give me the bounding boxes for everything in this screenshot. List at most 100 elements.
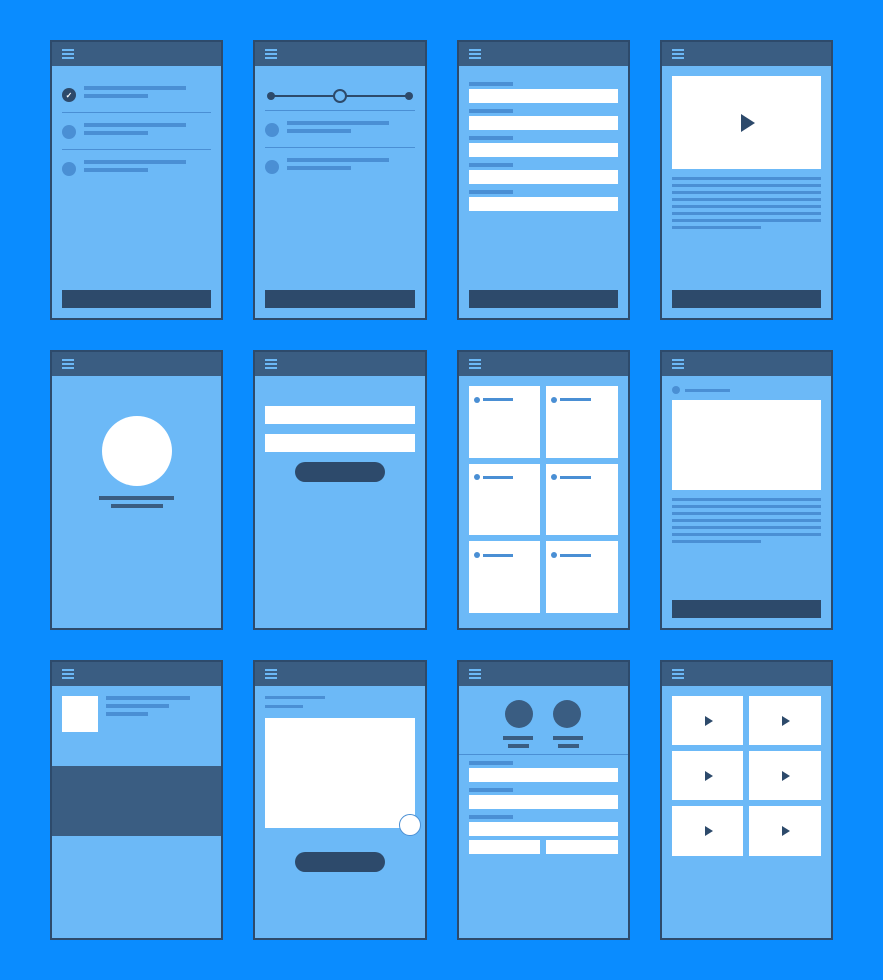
text-input[interactable] [469,89,618,103]
text-input[interactable] [469,822,618,836]
menu-icon[interactable] [672,49,684,59]
form-body [459,66,628,290]
avatar[interactable] [102,416,172,486]
compose-body [255,686,424,938]
list-item[interactable] [62,76,211,113]
card-title [560,476,591,479]
play-icon [782,716,790,726]
stats-body [459,686,628,938]
post-image[interactable] [672,400,821,490]
bullet-icon [265,123,279,137]
submit-button[interactable] [469,290,618,308]
text-input[interactable] [546,840,618,854]
screen-profile [50,350,223,630]
menu-icon[interactable] [672,669,684,679]
item-text [84,86,211,102]
menu-icon[interactable] [469,359,481,369]
card-grid [469,386,618,613]
article-text [672,177,821,229]
item-text [84,123,211,139]
password-input[interactable] [265,434,414,452]
menu-icon[interactable] [469,49,481,59]
post-body [662,376,831,600]
profile-thumbnail[interactable] [62,696,98,732]
progress-slider[interactable] [265,86,414,106]
stat-circle[interactable] [505,700,533,728]
list-item[interactable] [62,150,211,186]
cards-body [459,376,628,623]
video-thumbnail[interactable] [749,806,821,855]
footer-button[interactable] [62,290,211,308]
author-avatar-icon [672,386,680,394]
card-avatar-icon [551,397,557,403]
slider-stop [267,92,275,100]
menu-icon[interactable] [265,669,277,679]
item-text [287,121,414,137]
text-input[interactable] [469,170,618,184]
footer-button[interactable] [672,600,821,618]
menu-icon[interactable] [62,359,74,369]
list-item[interactable] [62,113,211,150]
card-title [483,476,514,479]
menu-icon[interactable] [265,49,277,59]
post-button[interactable] [295,852,385,872]
check-icon[interactable] [62,88,76,102]
add-fab-icon[interactable] [399,814,421,836]
field-label [469,109,514,113]
card-avatar-icon [474,552,480,558]
username-input[interactable] [265,406,414,424]
header [255,42,424,66]
menu-icon[interactable] [265,359,277,369]
play-icon [782,826,790,836]
text-input[interactable] [469,840,541,854]
bullet-icon[interactable] [62,125,76,139]
field-label [469,761,514,765]
screen-video-grid [660,660,833,940]
text-input[interactable] [469,116,618,130]
menu-icon[interactable] [62,49,74,59]
list-item[interactable] [265,148,414,184]
text-input[interactable] [469,768,618,782]
post-author[interactable] [672,386,821,394]
login-button[interactable] [295,462,385,482]
play-icon [782,771,790,781]
card[interactable] [546,386,618,458]
video-grid [672,696,821,856]
card[interactable] [469,541,541,613]
card-avatar-icon [551,474,557,480]
video-thumbnail[interactable] [672,806,744,855]
header [459,42,628,66]
list-item[interactable] [265,110,414,148]
card[interactable] [546,541,618,613]
video-thumbnail[interactable] [672,696,744,745]
login-body [255,376,424,628]
video-thumbnail[interactable] [749,696,821,745]
video-thumbnail[interactable] [672,751,744,800]
stat-circle[interactable] [553,700,581,728]
bullet-icon[interactable] [62,162,76,176]
play-icon [705,771,713,781]
slider-thumb[interactable] [333,89,347,103]
card[interactable] [469,464,541,536]
text-input[interactable] [469,795,618,809]
header [459,662,628,686]
video-player[interactable] [672,76,821,169]
video-body [662,66,831,290]
header [52,42,221,66]
card[interactable] [469,386,541,458]
text-input[interactable] [469,197,618,211]
screen-checklist [50,40,223,320]
field-label [469,815,514,819]
footer-button[interactable] [672,290,821,308]
menu-icon[interactable] [62,669,74,679]
image-upload[interactable] [265,718,414,828]
header [662,352,831,376]
video-thumbnail[interactable] [749,751,821,800]
footer-button[interactable] [265,290,414,308]
card[interactable] [546,464,618,536]
header [255,662,424,686]
menu-icon[interactable] [469,669,481,679]
text-input[interactable] [469,143,618,157]
profile-meta [106,696,211,720]
menu-icon[interactable] [672,359,684,369]
